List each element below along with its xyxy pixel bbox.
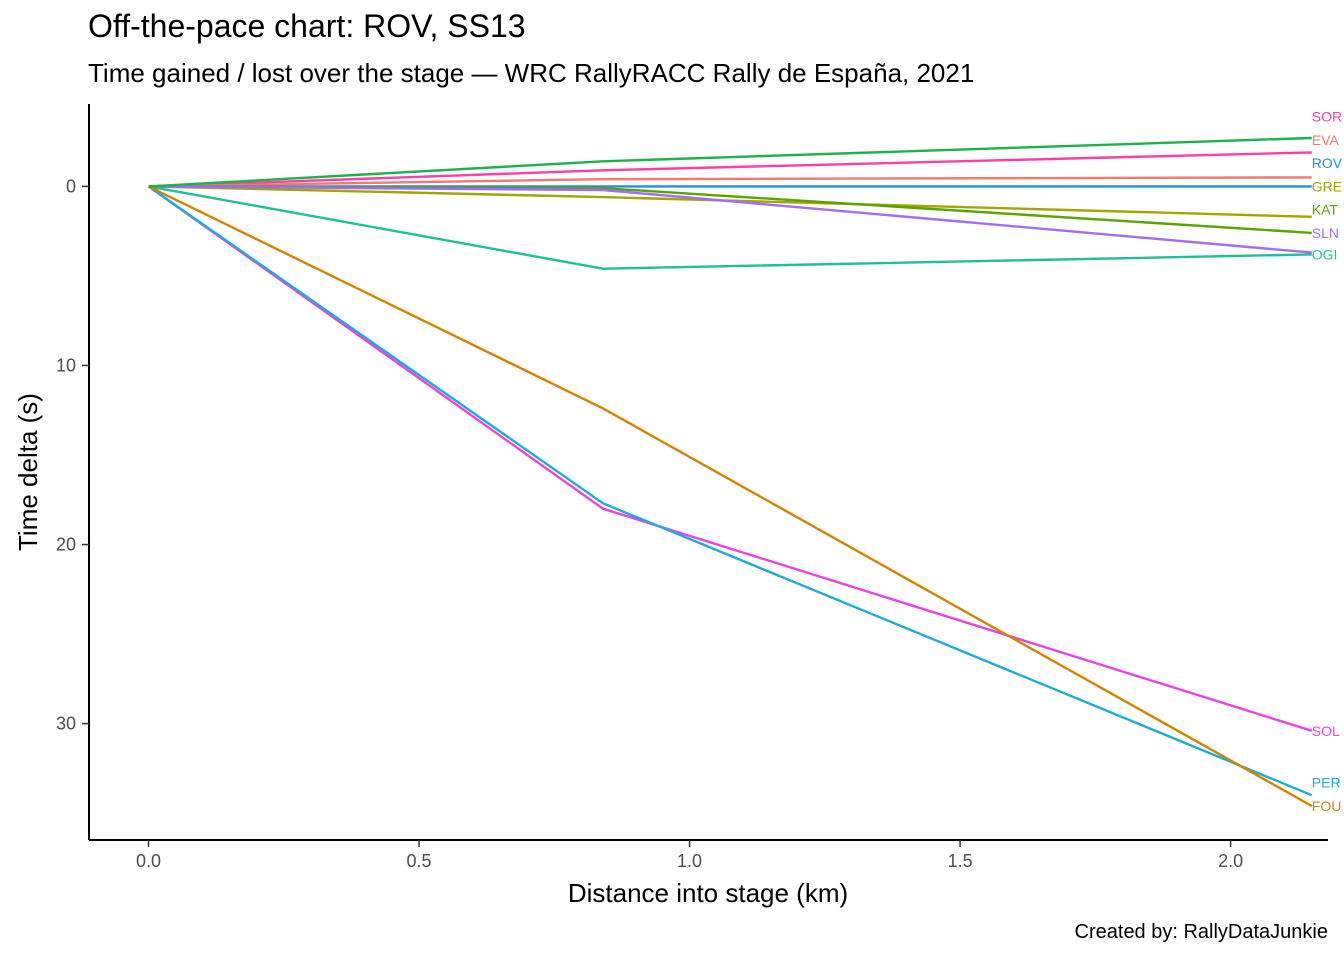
series-line-per [147, 185, 1313, 797]
series-line-sol [147, 185, 1313, 732]
y-tick-label: 20 [56, 535, 76, 555]
chart-subtitle: Time gained / lost over the stage — WRC … [88, 58, 975, 88]
series-label-fou: FOU [1312, 798, 1342, 814]
series-label-eva: EVA [1312, 132, 1340, 148]
series-line-kat [148, 185, 1312, 235]
series-line-unlabelled [148, 136, 1312, 188]
x-tick-label: 2.0 [1218, 851, 1243, 871]
series-label-ogi: OGI [1312, 246, 1338, 262]
series-line-sor [148, 151, 1312, 188]
series-line-eva [148, 176, 1312, 188]
y-tick-label: 0 [66, 176, 76, 196]
chart-title: Off-the-pace chart: ROV, SS13 [88, 8, 526, 44]
x-tick-label: 0.5 [407, 851, 432, 871]
series-end-labels: SOR EVA ROV GRE KAT SLN OGI SOL PER FOU [1312, 109, 1343, 814]
y-axis-title: Time delta (s) [13, 393, 43, 551]
series-label-per: PER [1312, 775, 1341, 791]
series-label-kat: KAT [1312, 202, 1339, 218]
series-label-sor: SOR [1312, 109, 1342, 125]
series-line-gre [148, 185, 1312, 218]
series-lines [147, 136, 1313, 808]
x-tick-label: 0.0 [136, 851, 161, 871]
x-axis-title: Distance into stage (km) [568, 878, 848, 908]
series-line-sln [148, 185, 1312, 254]
axis-ticks: 0.0 0.5 1.0 1.5 2.0 0 10 20 30 [56, 176, 1243, 871]
series-label-gre: GRE [1312, 178, 1342, 194]
y-tick-label: 10 [56, 355, 76, 375]
chart-caption: Created by: RallyDataJunkie [1074, 921, 1328, 943]
series-label-rov: ROV [1312, 155, 1343, 171]
series-line-fou [147, 185, 1313, 808]
y-tick-label: 30 [56, 714, 76, 734]
series-label-sol: SOL [1312, 723, 1340, 739]
series-label-sln: SLN [1312, 225, 1339, 241]
axes [88, 104, 1328, 841]
series-line-ogi [148, 185, 1312, 270]
x-tick-label: 1.5 [948, 851, 973, 871]
x-tick-label: 1.0 [677, 851, 702, 871]
